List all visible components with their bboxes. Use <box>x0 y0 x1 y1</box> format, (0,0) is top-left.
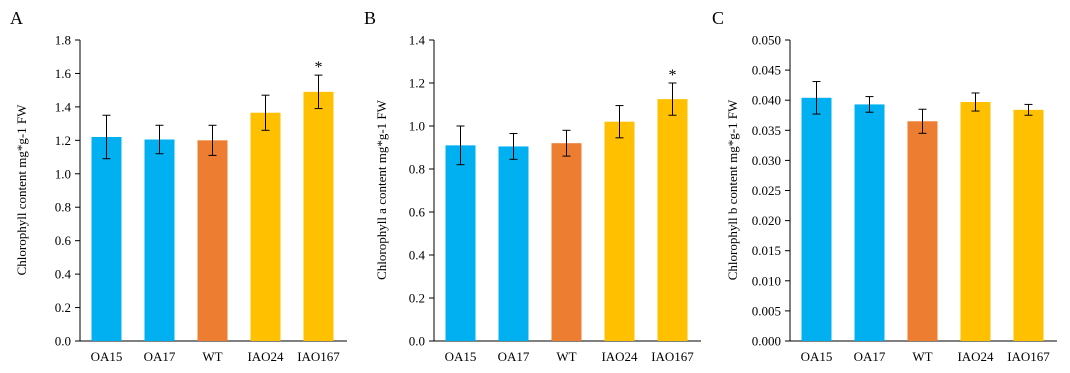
x-tick-label: WT <box>556 349 576 364</box>
panel-letter-c: C <box>712 8 724 28</box>
y-tick-label: 0.035 <box>752 123 781 138</box>
y-tick-label: 0.2 <box>55 300 71 315</box>
significance-marker: * <box>669 67 677 84</box>
y-tick-label: 1.2 <box>55 133 71 148</box>
panel-letter-b: B <box>364 8 376 28</box>
y-tick-label: 0.2 <box>409 291 425 306</box>
y-axis-title-a: Chlorophyll content mg*g-1 FW <box>14 104 29 276</box>
significance-marker: * <box>315 59 323 76</box>
error-bar-wt <box>562 129 571 157</box>
bar-iao24 <box>604 121 635 341</box>
y-tick-label: 0.010 <box>752 273 781 288</box>
y-axis-ticks-c: 0.000 0.005 0.010 0.015 0.020 0.025 0.030 0.035… <box>752 33 1057 349</box>
bar-iao167 <box>303 91 334 341</box>
x-tick-label: OA15 <box>801 349 833 364</box>
y-tick-label: 1.0 <box>409 119 425 134</box>
y-tick-label: 0.6 <box>409 205 426 220</box>
error-bar-iao24 <box>971 92 980 112</box>
chart-panel-c: C Chlorophyll b content mg*g-1 FW 0.0000… <box>712 8 1057 364</box>
x-tick-label: OA15 <box>445 349 477 364</box>
y-tick-label: 0.8 <box>409 162 425 177</box>
category-labels-b: OA15 OA17 WT IAO24 IAO167 <box>445 349 695 364</box>
error-bar-oa17 <box>155 124 164 155</box>
x-tick-label: WT <box>912 349 932 364</box>
y-tick-label: 0.4 <box>55 267 72 282</box>
y-tick-label: 0.000 <box>752 334 781 349</box>
y-axis-title-b: Chlorophyll a content mg*g-1 FW <box>374 99 389 280</box>
error-bar-iao24 <box>261 94 270 131</box>
panel-letter-a: A <box>10 8 23 28</box>
error-bar-iao24 <box>615 105 624 139</box>
category-labels-c: OA15 OA17 WT IAO24 IAO167 <box>801 349 1051 364</box>
x-tick-label: IAO24 <box>957 349 994 364</box>
x-tick-label: OA15 <box>91 349 123 364</box>
x-tick-label: OA17 <box>854 349 886 364</box>
error-bar-wt <box>208 124 217 156</box>
y-tick-label: 0.0 <box>409 334 425 349</box>
annotations-a: * <box>315 59 323 76</box>
y-tick-label: 0.040 <box>752 93 781 108</box>
error-bar-iao167 <box>668 82 677 116</box>
error-bars-b <box>456 82 677 166</box>
y-tick-label: 0.4 <box>409 248 426 263</box>
y-tick-label: 0.6 <box>55 233 72 248</box>
error-bar-oa15 <box>102 114 111 160</box>
bars-c <box>801 97 1044 342</box>
category-labels-a: OA15 OA17 WT IAO24 IAO167 <box>91 349 341 364</box>
bar-wt <box>551 143 582 341</box>
error-bar-iao167 <box>314 74 323 110</box>
bars-a <box>91 91 334 341</box>
x-tick-label: IAO24 <box>247 349 284 364</box>
error-bar-oa17 <box>509 133 518 160</box>
bars-b <box>445 99 688 341</box>
x-tick-label: WT <box>202 349 222 364</box>
x-tick-label: IAO167 <box>297 349 340 364</box>
bar-iao167 <box>657 99 688 341</box>
bar-wt <box>197 140 228 341</box>
y-tick-label: 1.4 <box>55 99 72 114</box>
y-tick-label: 0.015 <box>752 243 781 258</box>
bar-oa17 <box>854 104 885 341</box>
bar-oa17 <box>498 146 529 341</box>
bar-iao167 <box>1013 109 1044 341</box>
error-bar-oa15 <box>456 125 465 166</box>
y-tick-label: 1.6 <box>55 66 72 81</box>
bar-oa15 <box>801 97 832 342</box>
error-bar-oa17 <box>865 96 874 113</box>
y-tick-label: 1.8 <box>55 33 71 48</box>
y-tick-label: 0.8 <box>55 200 71 215</box>
y-tick-label: 1.2 <box>409 76 425 91</box>
y-tick-label: 0.050 <box>752 33 781 48</box>
bar-iao24 <box>960 102 991 341</box>
y-axis-ticks-a: 0.0 0.2 0.4 0.6 0.8 1.0 1.2 1.4 1.6 1.8 <box>55 33 347 349</box>
x-tick-label: IAO167 <box>1007 349 1050 364</box>
error-bar-wt <box>918 108 927 134</box>
y-tick-label: 0.025 <box>752 183 781 198</box>
y-tick-label: 0.020 <box>752 213 781 228</box>
x-tick-label: IAO167 <box>651 349 694 364</box>
bar-oa17 <box>144 139 175 341</box>
error-bars-c <box>812 81 1033 134</box>
y-tick-label: 0.030 <box>752 153 781 168</box>
bar-oa15 <box>91 136 122 341</box>
chart-panel-a: A Chlorophyll content mg*g-1 FW 0.00.20.… <box>10 8 347 364</box>
y-tick-label: 0.0 <box>55 334 71 349</box>
annotations-b: * <box>669 67 677 84</box>
error-bar-oa15 <box>812 81 821 115</box>
y-axis-title-c: Chlorophyll b content mg*g-1 FW <box>725 99 740 280</box>
error-bar-iao167 <box>1024 103 1033 116</box>
bar-oa15 <box>445 145 476 341</box>
chart-panel-b: B Chlorophyll a content mg*g-1 FW 0.0 0.2… <box>364 8 701 364</box>
y-tick-label: 1.4 <box>409 33 426 48</box>
bar-wt <box>907 121 938 342</box>
x-tick-label: OA17 <box>498 349 530 364</box>
x-tick-label: IAO24 <box>601 349 638 364</box>
x-tick-label: OA17 <box>144 349 176 364</box>
error-bars-a <box>102 74 323 160</box>
y-tick-label: 0.045 <box>752 63 781 78</box>
bar-iao24 <box>250 112 281 341</box>
y-tick-label: 0.005 <box>752 303 781 318</box>
y-tick-label: 1.0 <box>55 166 71 181</box>
